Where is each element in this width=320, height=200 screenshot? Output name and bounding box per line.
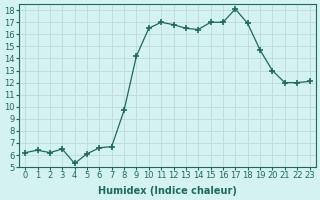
X-axis label: Humidex (Indice chaleur): Humidex (Indice chaleur) <box>98 186 237 196</box>
